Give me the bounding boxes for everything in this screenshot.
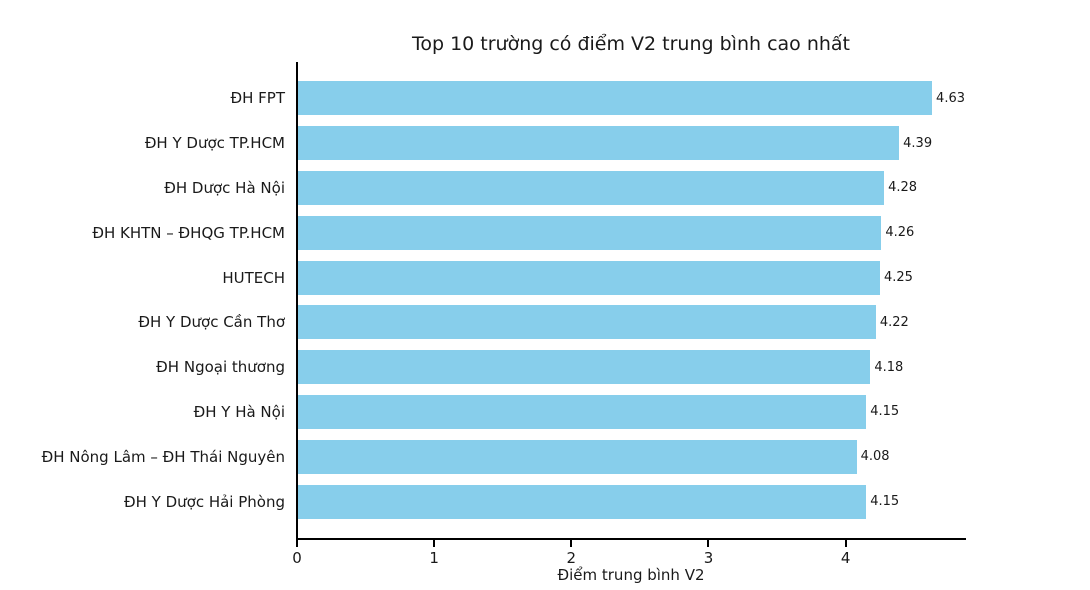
value-label: 4.25 <box>883 270 913 286</box>
x-tick-mark <box>707 540 710 547</box>
bar-track: 4.26 <box>297 215 965 250</box>
x-axis-line <box>296 538 966 540</box>
bar <box>297 126 900 161</box>
bar-row: ĐH FPT 4.63 <box>0 78 965 118</box>
bar-track: 4.28 <box>297 170 965 205</box>
bar-track: 4.15 <box>297 394 965 429</box>
bar <box>297 81 933 116</box>
bar-row: ĐH Y Dược TP.HCM 4.39 <box>0 123 965 163</box>
value-label: 4.22 <box>879 314 909 330</box>
bar-track: 4.15 <box>297 484 965 519</box>
category-label: ĐH Y Hà Nội <box>193 402 285 421</box>
bar-track: 4.22 <box>297 305 965 340</box>
bar <box>297 350 871 385</box>
bar-row: ĐH Dược Hà Nội 4.28 <box>0 168 965 208</box>
bar-row: ĐH Y Dược Cần Thơ 4.22 <box>0 302 965 342</box>
value-label: 4.63 <box>936 90 965 106</box>
value-label: 4.18 <box>874 359 904 375</box>
bar-row: ĐH Y Hà Nội 4.15 <box>0 392 965 432</box>
x-tick-label: 0 <box>292 549 302 567</box>
value-label: 4.15 <box>870 494 900 510</box>
x-tick-mark <box>844 540 847 547</box>
bar-track: 4.25 <box>297 260 965 295</box>
bar <box>297 439 857 474</box>
x-tick-label: 2 <box>566 549 577 567</box>
x-tick-label: 4 <box>840 549 851 567</box>
bar-track: 4.63 <box>297 81 965 116</box>
bar <box>297 260 880 295</box>
x-tick-mark <box>570 540 573 547</box>
x-axis-ticks: 0 1 2 3 4 <box>292 540 965 576</box>
x-tick-mark <box>433 540 436 547</box>
bar-track: 4.18 <box>297 350 965 385</box>
value-label: 4.26 <box>885 225 915 241</box>
chart-title: Top 10 trường có điểm V2 trung bình cao … <box>411 33 851 55</box>
bar <box>297 170 885 205</box>
category-label: ĐH KHTN – ĐHQG TP.HCM <box>92 223 285 242</box>
category-label: ĐH Nông Lâm – ĐH Thái Nguyên <box>41 447 285 466</box>
category-label: ĐH FPT <box>230 89 285 108</box>
bar-row: ĐH Ngoại thương 4.18 <box>0 347 965 387</box>
y-axis-line <box>296 62 298 540</box>
bar <box>297 215 882 250</box>
bar-track: 4.39 <box>297 126 965 161</box>
category-label: ĐH Y Dược TP.HCM <box>144 134 285 153</box>
x-tick-mark <box>296 540 298 547</box>
bar-row: ĐH KHTN – ĐHQG TP.HCM 4.26 <box>0 213 965 253</box>
value-label: 4.39 <box>903 135 933 151</box>
bar-row: HUTECH 4.25 <box>0 258 965 298</box>
category-label: ĐH Dược Hà Nội <box>164 178 285 197</box>
value-label: 4.28 <box>888 180 918 196</box>
x-tick-label: 3 <box>703 549 714 567</box>
x-axis-label: Điểm trung bình V2 <box>557 566 705 584</box>
category-label: ĐH Ngoại thương <box>156 358 285 377</box>
bar <box>297 394 867 429</box>
category-label: ĐH Y Dược Hải Phòng <box>123 492 285 511</box>
bar-row: ĐH Nông Lâm – ĐH Thái Nguyên 4.08 <box>0 437 965 477</box>
bar <box>297 484 867 519</box>
bar <box>297 305 876 340</box>
category-label: ĐH Y Dược Cần Thơ <box>138 313 285 332</box>
bar-row: ĐH Y Dược Hải Phòng 4.15 <box>0 482 965 522</box>
x-tick-label: 1 <box>429 549 439 567</box>
value-label: 4.15 <box>870 404 900 420</box>
value-label: 4.08 <box>860 449 890 465</box>
category-label: HUTECH <box>222 268 285 287</box>
bar-rows: ĐH FPT 4.63 ĐH Y Dược TP.HCM 4.39 ĐH Dược Hà… <box>0 62 965 538</box>
bar-track: 4.08 <box>297 439 965 474</box>
